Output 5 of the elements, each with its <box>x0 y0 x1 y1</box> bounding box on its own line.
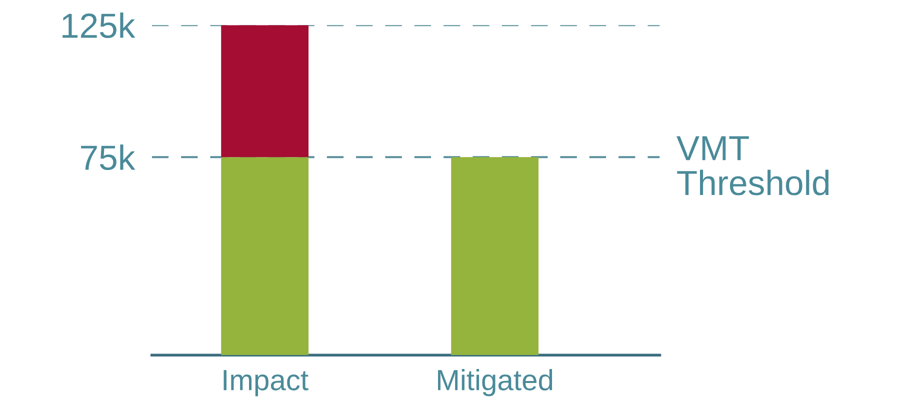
x-tick-label: Impact <box>224 370 308 396</box>
x-tick-label: Mitigated <box>438 369 552 396</box>
y-tick-label: 75k <box>81 144 136 170</box>
ref-line-label: VMT Threshold <box>676 136 829 196</box>
y-tick-label: 125k <box>62 12 136 38</box>
